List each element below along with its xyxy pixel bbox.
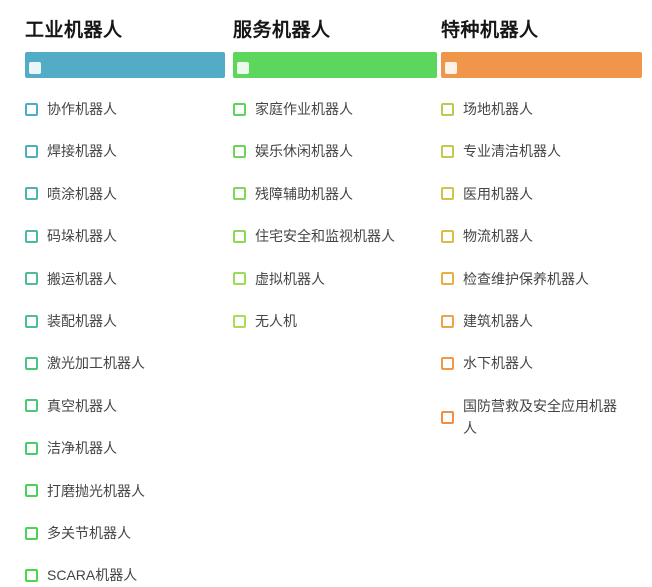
category-column: 特种机器人 场地机器人 专业清洁机器人 医用机器人 物流机器人 检查维护保养机器…: [441, 18, 652, 506]
category-list-item[interactable]: 水下机器人: [441, 352, 652, 374]
category-list-item[interactable]: 真空机器人: [25, 395, 233, 417]
item-label: 专业清洁机器人: [463, 143, 561, 160]
item-checkbox-icon[interactable]: [25, 229, 38, 243]
white-square-checkbox-icon[interactable]: [445, 62, 457, 74]
category-list-item[interactable]: 码垛机器人: [25, 225, 233, 247]
item-checkbox-icon[interactable]: [233, 187, 246, 201]
item-label: 医用机器人: [463, 185, 533, 202]
category-list-item[interactable]: 残障辅助机器人: [233, 183, 441, 205]
item-checkbox-icon[interactable]: [441, 229, 454, 243]
item-label: 搬运机器人: [47, 270, 117, 287]
category-list-item[interactable]: 多关节机器人: [25, 522, 233, 544]
category-list-item[interactable]: SCARA机器人: [25, 564, 233, 586]
item-checkbox-icon[interactable]: [25, 484, 38, 498]
item-checkbox-icon[interactable]: [441, 314, 454, 328]
item-label: 残障辅助机器人: [255, 185, 353, 202]
category-list-item[interactable]: 场地机器人: [441, 98, 652, 120]
category-list-item[interactable]: 焊接机器人: [25, 140, 233, 162]
category-list-item[interactable]: 洁净机器人: [25, 437, 233, 459]
column-title: 服务机器人: [233, 20, 331, 41]
item-label: 检查维护保养机器人: [463, 270, 589, 287]
item-checkbox-icon[interactable]: [441, 102, 454, 116]
item-label: 洁净机器人: [47, 440, 117, 457]
item-label: 喷涂机器人: [47, 185, 117, 202]
item-label: 水下机器人: [463, 355, 533, 372]
category-list-item[interactable]: 住宅安全和监视机器人: [233, 225, 441, 247]
item-label: SCARA机器人: [47, 567, 138, 584]
white-square-checkbox-icon[interactable]: [29, 62, 41, 74]
item-checkbox-icon[interactable]: [233, 272, 246, 286]
category-item-list: 协作机器人 焊接机器人 喷涂机器人 码垛机器人 搬运机器人 装配机器人 激光加工…: [25, 98, 233, 587]
item-checkbox-icon[interactable]: [25, 187, 38, 201]
item-checkbox-icon[interactable]: [25, 568, 38, 582]
item-checkbox-icon[interactable]: [25, 399, 38, 413]
item-label: 家庭作业机器人: [255, 101, 353, 117]
column-title: 特种机器人: [441, 20, 539, 41]
item-label: 装配机器人: [47, 312, 117, 329]
category-column: 服务机器人 家庭作业机器人 娱乐休闲机器人 残障辅助机器人 住宅安全和监视机器人…: [233, 18, 441, 506]
item-checkbox-icon[interactable]: [441, 410, 454, 424]
item-checkbox-icon[interactable]: [441, 145, 454, 159]
item-checkbox-icon[interactable]: [25, 102, 38, 116]
item-label: 娱乐休闲机器人: [255, 143, 353, 160]
item-checkbox-icon[interactable]: [441, 187, 454, 201]
category-column: 工业机器人 协作机器人 焊接机器人 喷涂机器人 码垛机器人 搬运机器人 装配机器…: [25, 18, 233, 583]
item-label: 虚拟机器人: [255, 270, 325, 287]
item-label: 建筑机器人: [463, 312, 533, 329]
category-list-item[interactable]: 专业清洁机器人: [441, 140, 652, 162]
category-list-item[interactable]: 激光加工机器人: [25, 352, 233, 374]
category-header-bar: [441, 52, 642, 78]
item-checkbox-icon[interactable]: [25, 314, 38, 328]
item-checkbox-icon[interactable]: [233, 229, 246, 243]
item-label: 物流机器人: [463, 228, 533, 245]
column-title: 工业机器人: [25, 20, 123, 41]
item-label: 真空机器人: [47, 397, 117, 414]
item-checkbox-icon[interactable]: [233, 314, 246, 328]
category-item-list: 场地机器人 专业清洁机器人 医用机器人 物流机器人 检查维护保养机器人 建筑机器…: [441, 98, 652, 440]
category-list-item[interactable]: 无人机: [233, 310, 441, 332]
category-header-bar: [233, 52, 437, 78]
category-list-item[interactable]: 国防营救及安全应用机器人: [441, 395, 652, 440]
item-checkbox-icon[interactable]: [233, 102, 246, 116]
item-label: 场地机器人: [463, 101, 533, 117]
item-label: 码垛机器人: [47, 228, 117, 245]
category-list-item[interactable]: 虚拟机器人: [233, 268, 441, 290]
item-label: 多关节机器人: [47, 524, 131, 541]
category-list-item[interactable]: 建筑机器人: [441, 310, 652, 332]
item-checkbox-icon[interactable]: [25, 145, 38, 159]
category-list-item[interactable]: 喷涂机器人: [25, 183, 233, 205]
item-label: 住宅安全和监视机器人: [255, 228, 395, 245]
category-list-item[interactable]: 装配机器人: [25, 310, 233, 332]
robot-taxonomy-panel: 工业机器人 协作机器人 焊接机器人 喷涂机器人 码垛机器人 搬运机器人 装配机器…: [25, 18, 652, 584]
category-list-item[interactable]: 娱乐休闲机器人: [233, 140, 441, 162]
category-list-item[interactable]: 协作机器人: [25, 98, 233, 120]
item-label: 无人机: [255, 312, 297, 329]
item-checkbox-icon[interactable]: [25, 272, 38, 286]
category-list-item[interactable]: 家庭作业机器人: [233, 98, 441, 120]
category-item-list: 家庭作业机器人 娱乐休闲机器人 残障辅助机器人 住宅安全和监视机器人 虚拟机器人…: [233, 98, 441, 332]
item-checkbox-icon[interactable]: [441, 272, 454, 286]
category-header-bar: [25, 52, 225, 78]
item-checkbox-icon[interactable]: [25, 526, 38, 540]
white-square-checkbox-icon[interactable]: [237, 62, 249, 74]
item-label: 焊接机器人: [47, 143, 117, 160]
item-checkbox-icon[interactable]: [233, 145, 246, 159]
item-label: 打磨抛光机器人: [47, 482, 145, 499]
category-list-item[interactable]: 打磨抛光机器人: [25, 480, 233, 502]
item-label: 协作机器人: [47, 101, 117, 117]
item-checkbox-icon[interactable]: [25, 441, 38, 455]
item-checkbox-icon[interactable]: [25, 357, 38, 371]
category-list-item[interactable]: 搬运机器人: [25, 268, 233, 290]
category-list-item[interactable]: 检查维护保养机器人: [441, 268, 652, 290]
item-label: 国防营救及安全应用机器人: [463, 397, 617, 437]
category-list-item[interactable]: 医用机器人: [441, 183, 652, 205]
item-checkbox-icon[interactable]: [441, 357, 454, 371]
category-list-item[interactable]: 物流机器人: [441, 225, 652, 247]
item-label: 激光加工机器人: [47, 355, 145, 372]
